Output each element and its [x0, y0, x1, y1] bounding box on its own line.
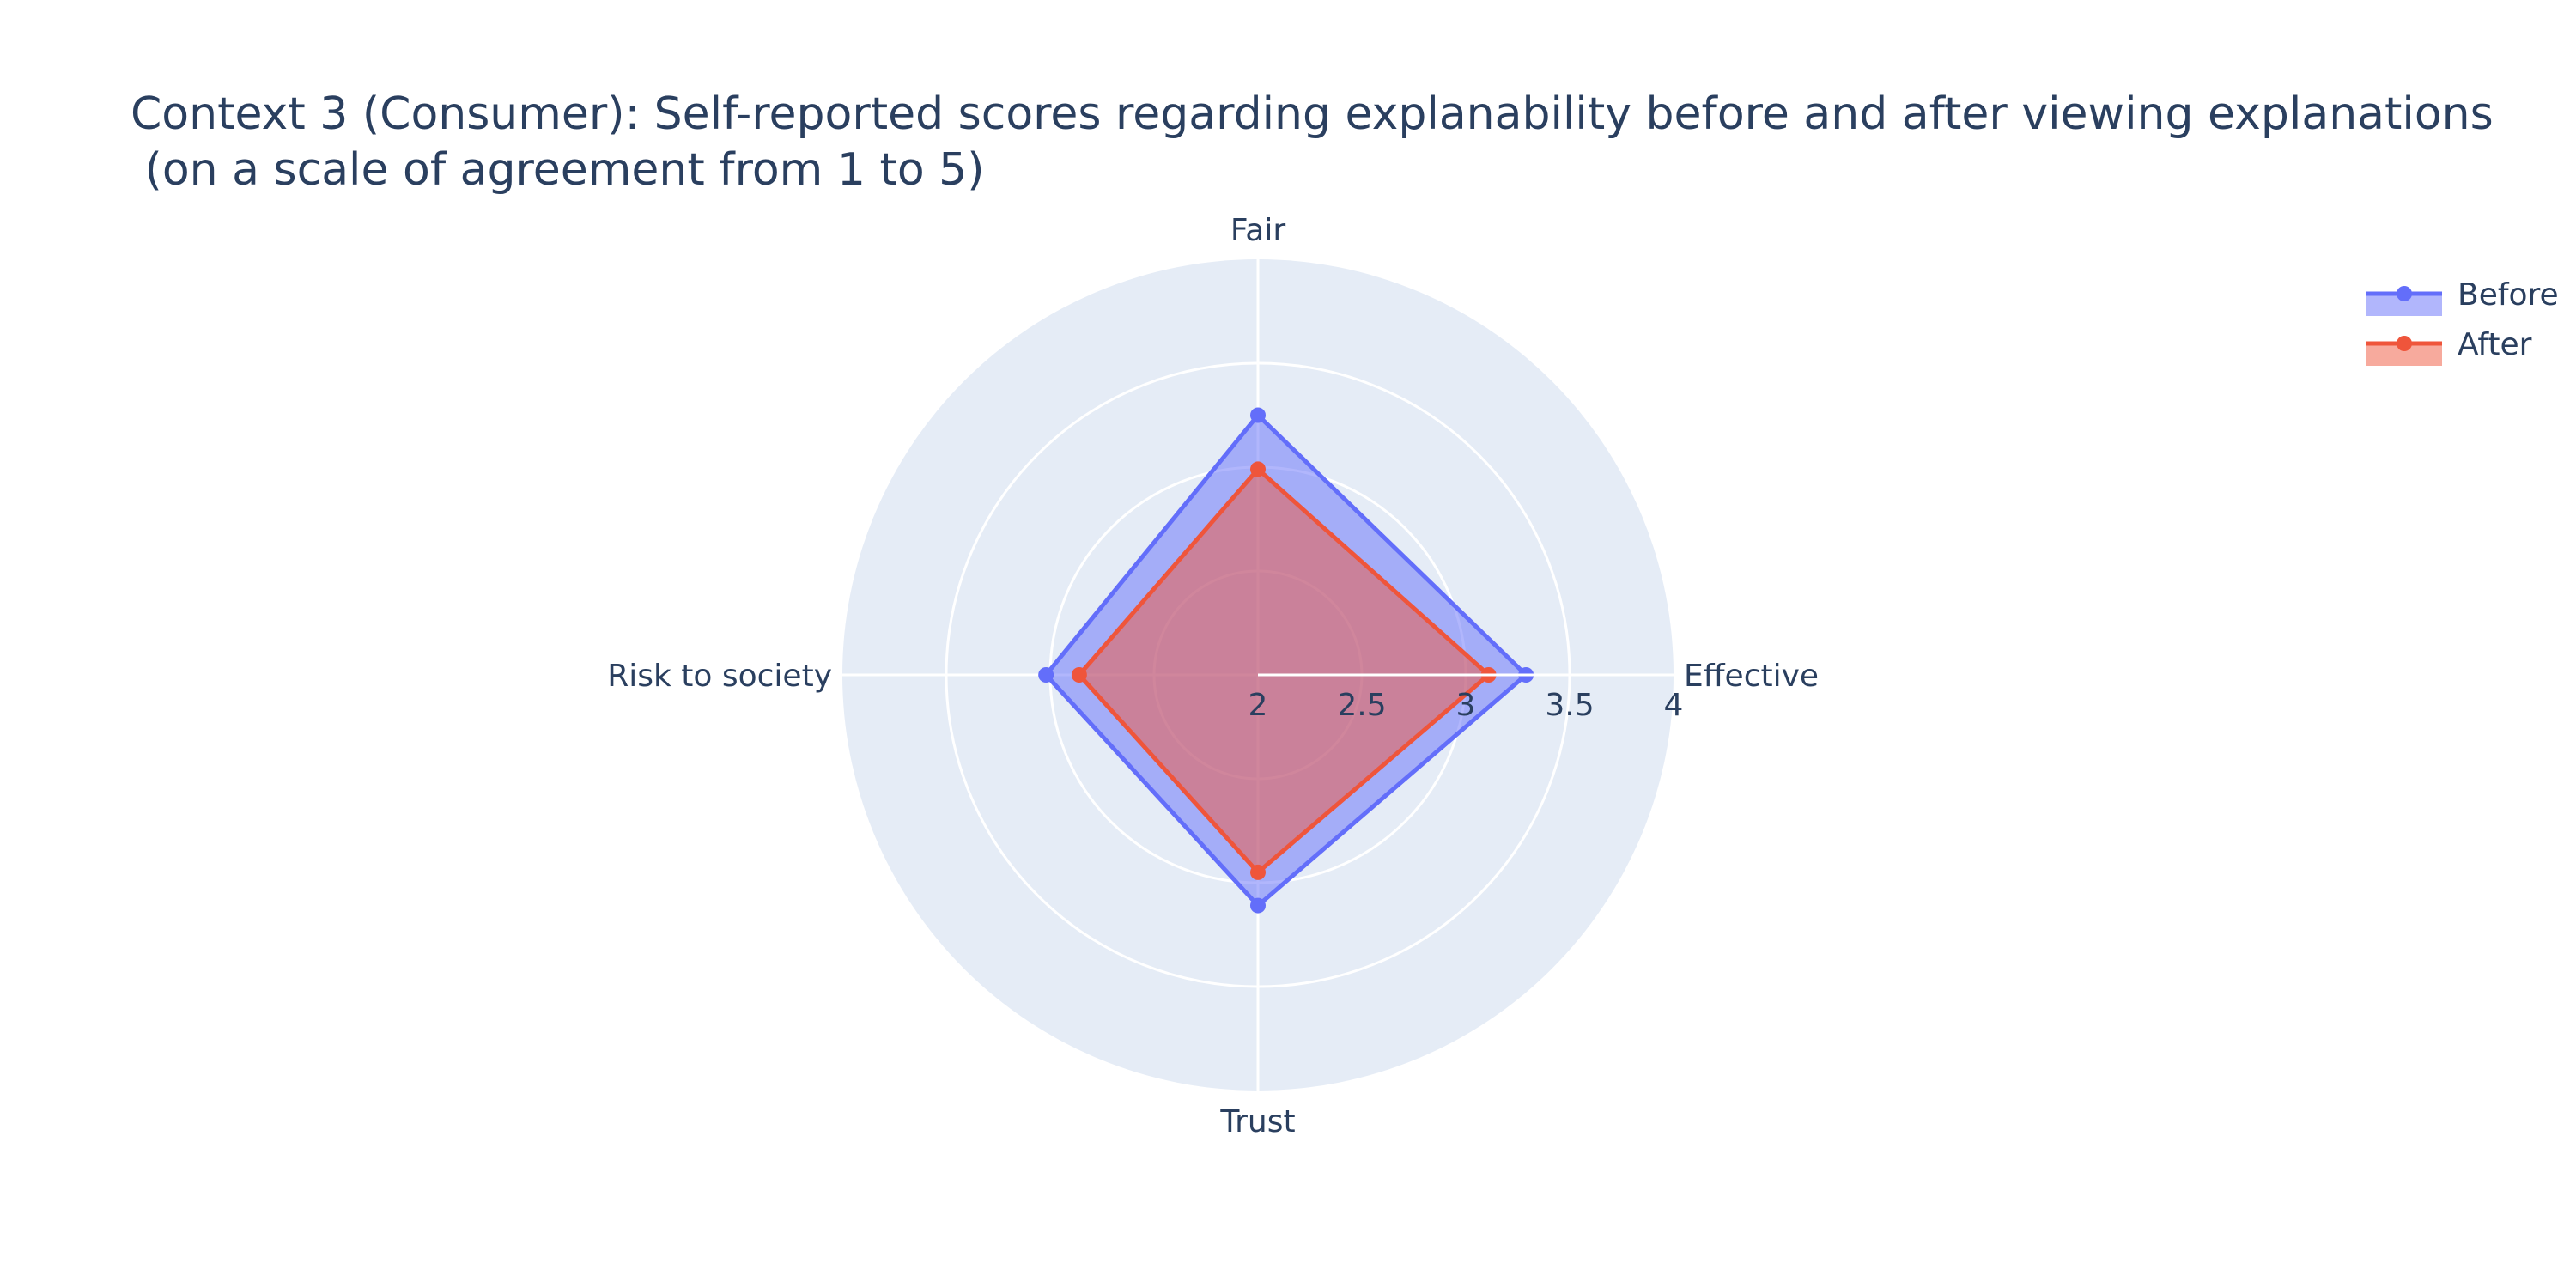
data-point-before-risk-to-society[interactable]	[1038, 667, 1054, 683]
axis-label-risk-to-society: Risk to society	[607, 659, 832, 694]
chart-title: Context 3 (Consumer): Self-reported scor…	[131, 88, 2494, 140]
axis-label-fair: Fair	[1230, 213, 1285, 248]
radial-tick-label: 2.5	[1337, 688, 1386, 723]
angular-axis-labels: Effective Fair Risk to society Trust	[607, 213, 1819, 1139]
data-point-before-trust[interactable]	[1250, 897, 1266, 914]
polar-area: 2 2.5 3 3.5 4 Effective Fair Risk to society Tr…	[607, 213, 1819, 1139]
data-point-before-fair[interactable]	[1250, 407, 1266, 423]
legend-item-after[interactable]: After	[2366, 327, 2532, 366]
legend-item-before[interactable]: Before	[2366, 277, 2559, 316]
radial-tick-label: 3.5	[1545, 688, 1594, 723]
series-layer	[1038, 407, 1534, 914]
series-after[interactable]	[1071, 461, 1497, 880]
legend-label: After	[2458, 327, 2532, 362]
axis-label-trust: Trust	[1219, 1104, 1295, 1139]
legend[interactable]: Before After	[2366, 277, 2559, 366]
data-point-after-fair[interactable]	[1250, 461, 1266, 477]
axis-label-effective: Effective	[1684, 659, 1819, 694]
legend-label: Before	[2458, 277, 2559, 313]
legend-marker	[2397, 336, 2412, 351]
radial-tick-label: 3	[1456, 688, 1476, 723]
legend-marker	[2397, 286, 2412, 301]
data-point-after-trust[interactable]	[1250, 864, 1266, 880]
radial-tick-label: 2	[1249, 688, 1268, 723]
radial-tick-labels: 2 2.5 3 3.5 4	[1249, 688, 1684, 723]
data-point-after-risk-to-society[interactable]	[1071, 667, 1087, 683]
radial-tick-label: 4	[1664, 688, 1684, 723]
chart-subtitle: (on a scale of agreement from 1 to 5)	[131, 144, 985, 196]
